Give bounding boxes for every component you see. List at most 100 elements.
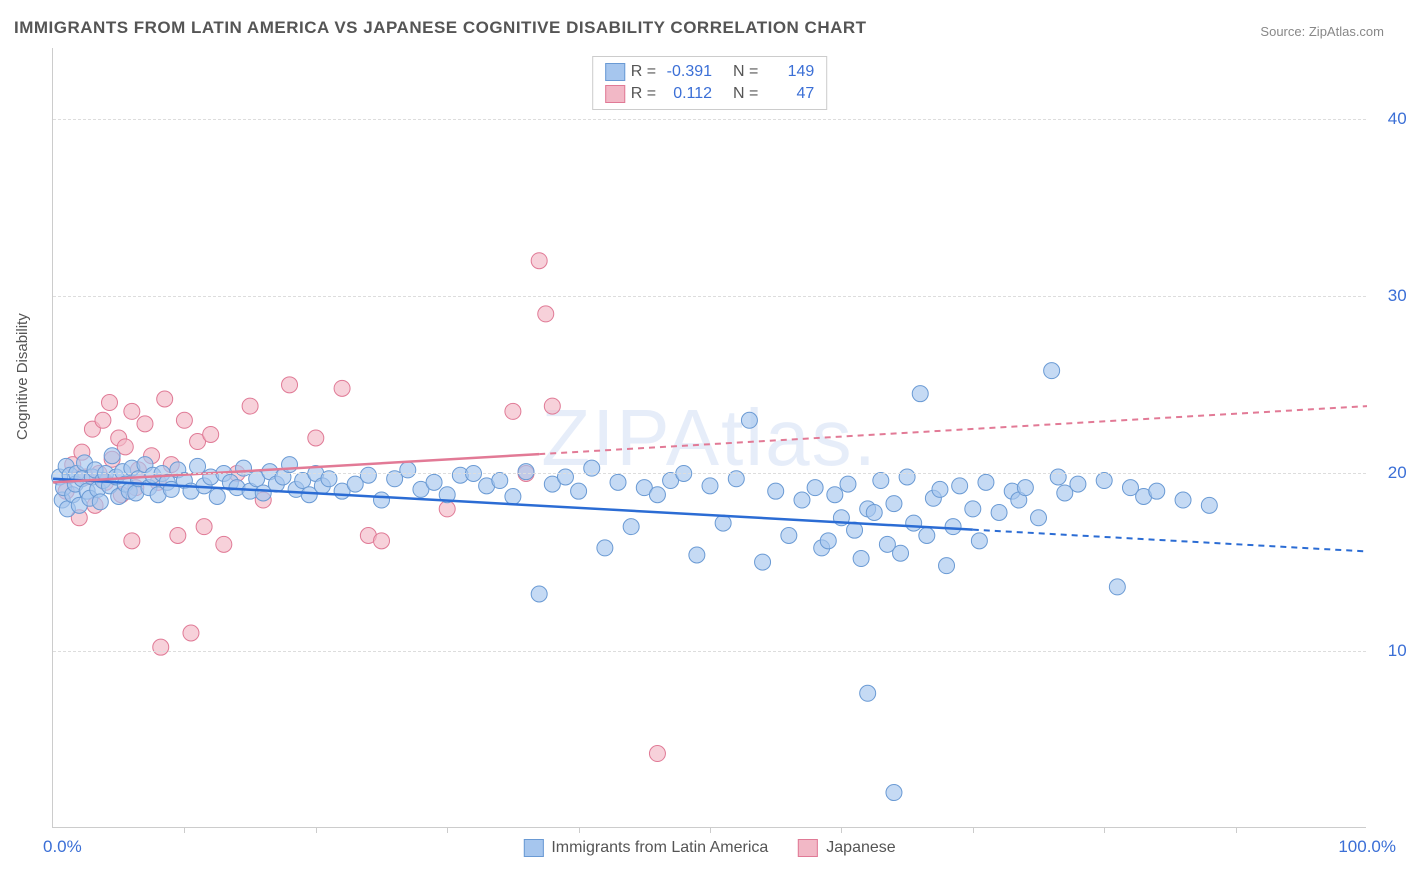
scatter-point-latin — [807, 480, 823, 496]
scatter-plot-svg — [53, 48, 1366, 827]
x-tick-mark — [841, 827, 842, 833]
y-tick-label: 30.0% — [1376, 286, 1406, 306]
scatter-point-latin — [715, 515, 731, 531]
scatter-point-japanese — [137, 416, 153, 432]
scatter-point-japanese — [374, 533, 390, 549]
scatter-point-japanese — [544, 398, 560, 414]
n-value-japanese: 47 — [764, 83, 814, 105]
scatter-point-latin — [768, 483, 784, 499]
x-tick-mark — [973, 827, 974, 833]
legend-label-japanese: Japanese — [826, 839, 895, 857]
scatter-point-latin — [978, 474, 994, 490]
legend-row-japanese: R = 0.112 N = 47 — [605, 83, 815, 105]
scatter-point-latin — [991, 504, 1007, 520]
scatter-point-japanese — [124, 533, 140, 549]
scatter-point-latin — [518, 464, 534, 480]
scatter-point-japanese — [196, 519, 212, 535]
scatter-point-latin — [853, 551, 869, 567]
scatter-point-japanese — [282, 377, 298, 393]
scatter-point-latin — [360, 467, 376, 483]
scatter-point-japanese — [95, 412, 111, 428]
scatter-point-latin — [557, 469, 573, 485]
gridline — [53, 296, 1366, 297]
scatter-point-japanese — [505, 403, 521, 419]
x-tick-mark — [1236, 827, 1237, 833]
scatter-point-latin — [505, 489, 521, 505]
scatter-point-latin — [820, 533, 836, 549]
gridline — [53, 651, 1366, 652]
scatter-point-latin — [689, 547, 705, 563]
scatter-point-latin — [531, 586, 547, 602]
scatter-point-japanese — [334, 380, 350, 396]
scatter-point-latin — [282, 457, 298, 473]
scatter-point-latin — [190, 458, 206, 474]
scatter-point-japanese — [183, 625, 199, 641]
x-tick-mark — [710, 827, 711, 833]
scatter-point-latin — [400, 462, 416, 478]
source-value: ZipAtlas.com — [1309, 24, 1384, 39]
scatter-point-latin — [623, 519, 639, 535]
r-value-japanese: 0.112 — [662, 83, 712, 105]
series-legend: Immigrants from Latin America Japanese — [523, 839, 895, 857]
legend-item-japanese: Japanese — [798, 839, 895, 857]
scatter-point-japanese — [439, 501, 455, 517]
scatter-point-latin — [971, 533, 987, 549]
scatter-point-latin — [886, 785, 902, 801]
source-attribution: Source: ZipAtlas.com — [1260, 24, 1384, 39]
r-label: R = — [631, 61, 656, 83]
scatter-point-latin — [965, 501, 981, 517]
scatter-point-latin — [426, 474, 442, 490]
scatter-point-japanese — [102, 395, 118, 411]
x-tick-mark — [316, 827, 317, 833]
y-axis-label: Cognitive Disability — [14, 313, 31, 440]
scatter-point-latin — [1109, 579, 1125, 595]
r-label: R = — [631, 83, 656, 105]
scatter-point-latin — [649, 487, 665, 503]
gridline — [53, 119, 1366, 120]
scatter-point-latin — [702, 478, 718, 494]
trend-line-dash-latin — [973, 530, 1367, 552]
n-label: N = — [733, 61, 758, 83]
swatch-latin — [605, 63, 625, 81]
scatter-point-latin — [1031, 510, 1047, 526]
scatter-point-latin — [952, 478, 968, 494]
x-tick-mark — [579, 827, 580, 833]
scatter-point-latin — [374, 492, 390, 508]
scatter-point-latin — [906, 515, 922, 531]
scatter-point-latin — [873, 473, 889, 489]
scatter-point-latin — [597, 540, 613, 556]
scatter-point-japanese — [176, 412, 192, 428]
scatter-point-latin — [893, 545, 909, 561]
scatter-point-latin — [1050, 469, 1066, 485]
scatter-point-japanese — [538, 306, 554, 322]
scatter-point-latin — [886, 496, 902, 512]
scatter-point-japanese — [124, 403, 140, 419]
scatter-point-japanese — [153, 639, 169, 655]
scatter-point-latin — [1017, 480, 1033, 496]
chart-area: ZIPAtlas. R = -0.391 N = 149 R = 0.112 N… — [52, 48, 1366, 828]
scatter-point-latin — [104, 448, 120, 464]
scatter-point-latin — [781, 528, 797, 544]
gridline — [53, 473, 1366, 474]
y-tick-label: 10.0% — [1376, 641, 1406, 661]
scatter-point-latin — [860, 685, 876, 701]
trend-line-dash-japanese — [539, 406, 1367, 454]
scatter-point-latin — [755, 554, 771, 570]
r-value-latin: -0.391 — [662, 61, 712, 83]
n-label: N = — [733, 83, 758, 105]
scatter-point-latin — [912, 386, 928, 402]
scatter-point-latin — [741, 412, 757, 428]
scatter-point-japanese — [649, 746, 665, 762]
scatter-point-latin — [840, 476, 856, 492]
scatter-point-latin — [1175, 492, 1191, 508]
y-tick-label: 40.0% — [1376, 109, 1406, 129]
scatter-point-latin — [899, 469, 915, 485]
correlation-legend: R = -0.391 N = 149 R = 0.112 N = 47 — [592, 56, 828, 110]
scatter-point-latin — [866, 504, 882, 520]
scatter-point-latin — [209, 489, 225, 505]
x-tick-mark — [1104, 827, 1105, 833]
scatter-point-latin — [827, 487, 843, 503]
scatter-point-latin — [571, 483, 587, 499]
x-axis-min-label: 0.0% — [43, 837, 82, 857]
source-label: Source: — [1260, 24, 1305, 39]
